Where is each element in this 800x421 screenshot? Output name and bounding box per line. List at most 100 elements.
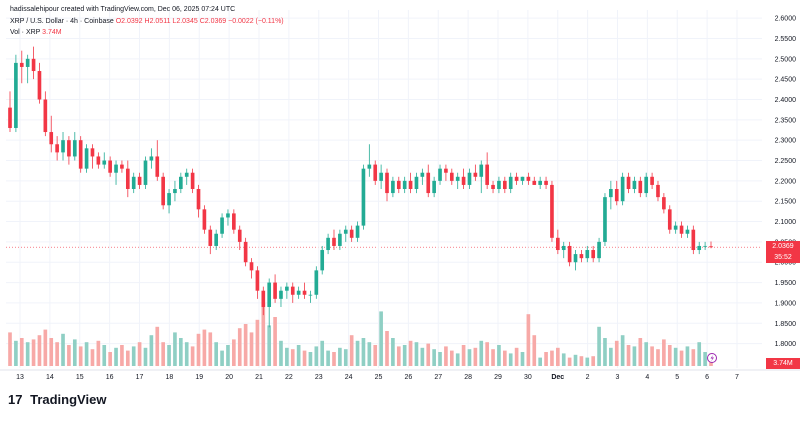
candle-body [609,189,613,198]
volume-bar [396,346,401,366]
candle-body [567,245,572,263]
volume-bar [585,357,590,366]
time-tick-label: 7 [735,374,739,381]
candle-body [25,58,30,67]
volume-bar [514,347,519,366]
candle-body [184,172,189,177]
volume-bar [420,347,425,366]
volume-bar [237,328,242,366]
candle-body [90,148,95,157]
volume-bar [37,335,42,366]
volume-bar [190,346,195,366]
candle-body [614,189,619,202]
candle-body [43,99,48,133]
volume-bar [414,342,419,366]
volume-bar [125,350,130,366]
time-tick-label: 20 [225,374,233,381]
volume-bar [544,352,548,366]
volume-label[interactable]: Vol · XRP [10,29,41,36]
candle-body [550,184,554,238]
volume-bar [373,345,378,366]
time-tick-label: 5 [675,374,679,381]
volume-bar [532,335,537,366]
candle-body [14,62,18,128]
volume-bar [467,349,472,366]
price-tick-label: 1.9000 [775,300,797,307]
price-tick-label: 2.4500 [775,77,797,84]
candle-body [650,176,654,185]
time-tick-label: 27 [434,374,442,381]
price-tick-label: 2.5500 [775,36,797,43]
volume-bar [579,356,584,366]
volume-bar [308,352,313,366]
symbol-label[interactable]: XRP / U.S. Dollar · 4h · Coinbase [10,18,114,25]
volume-bar [179,338,183,366]
volume-bar [149,335,154,366]
volume-bar [526,314,531,366]
candle-body [232,213,236,230]
change-value: −0.0022 (−0.11%) [228,18,284,25]
candle-body [273,282,277,299]
candle-body [214,233,219,246]
candle-body [131,176,136,189]
volume-bar [143,347,148,366]
volume-bar [338,347,342,366]
volume-bar [603,338,607,366]
price-axis: 2.6000 2.5500 2.5000 2.4500 2.4000 2.3500 2.30… [775,16,797,348]
volume-bar [449,350,454,366]
candle-body [455,176,460,181]
candle-body [396,180,401,189]
volume-bar [508,353,513,366]
volume-bar [102,345,107,366]
candle-body [338,233,342,246]
candle-body [314,270,319,295]
candle-body [61,140,65,153]
volume-bar [438,352,442,366]
candle-body [167,193,171,206]
volume-tag: 3.74M [766,358,800,369]
volume-bar [591,356,596,366]
volume-bars [8,303,713,366]
candle-body [662,197,666,210]
time-tick-label: 14 [46,374,54,381]
candle-body [573,254,578,263]
candle-body [173,189,177,194]
candle-body [620,176,625,202]
candle-body [143,160,148,185]
volume-bar [285,347,289,366]
candle-body [208,229,213,246]
brand-name: TradingView [30,392,107,407]
time-tick-label: 19 [195,374,203,381]
time-tick-label: 25 [375,374,383,381]
candle-body [673,225,678,230]
candle-body [367,164,372,169]
close-value: C2.0369 [199,18,227,25]
volume-bar [673,347,678,366]
volume-bar [638,338,643,366]
volume-bar [520,352,525,366]
volume-bar [326,350,330,366]
symbol-header: XRP / U.S. Dollar · 4h · Coinbase O2.039… [10,18,284,25]
price-tick-label: 2.1000 [775,219,797,226]
tradingview-brand[interactable]: 17 TradingView [8,392,106,407]
time-tick-label: 22 [285,374,293,381]
time-tick-label: 21 [255,374,263,381]
candle-body [408,180,413,189]
volume-bar [55,342,59,366]
candle-body [290,286,295,295]
volume-bar [703,352,707,366]
volume-bar [597,326,601,366]
volume-bar [196,333,201,366]
volume-bar [220,350,224,366]
candle-body [391,180,395,194]
candle-body [538,180,542,185]
candle-body [656,184,660,198]
candle-body [285,286,289,291]
volume-bar [491,349,495,366]
candle-body [467,172,472,185]
time-tick-label: 30 [524,374,532,381]
candle-body [420,172,425,177]
volume-bar [662,339,666,366]
candle-body [308,294,313,296]
volume-bar [385,331,389,366]
